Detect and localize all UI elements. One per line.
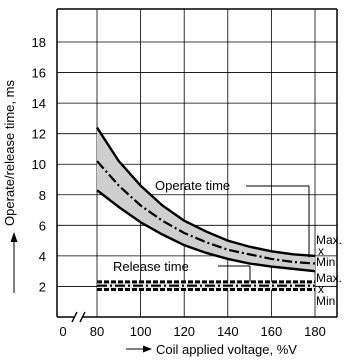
y-axis-arrow-head [10,232,18,242]
y-tick-label: 12 [32,127,46,142]
release-x-marker: x [318,282,324,296]
series-line-1 [96,160,316,265]
axis-titles: Operate/release time, ms Coil applied vo… [2,80,297,357]
series-line-0 [95,126,316,258]
operate-max-marker: Max. [316,233,342,247]
x-tick-label: 80 [90,324,104,339]
x-axis-arrow-head [143,345,152,353]
release-min-marker: Min. [316,294,339,308]
y-tick-label: 16 [32,66,46,81]
y-tick-label: 6 [39,218,46,233]
x-tick-label: 120 [173,324,195,339]
release-max-marker: Max. [316,271,342,285]
operate-time-label: Operate time [155,178,230,193]
x-tick-label: 160 [261,324,283,339]
y-tick-label: 4 [39,249,46,264]
y-axis-title: Operate/release time, ms [2,80,17,226]
x-tick-label: 100 [130,324,152,339]
y-tick-label: 14 [32,96,46,111]
x-tick-label: 180 [304,324,326,339]
operate-x-marker: x [318,244,324,258]
y-tick-label: 2 [39,279,46,294]
series-line-2 [96,189,316,273]
y-tick-label: 8 [39,188,46,203]
x-axis-title: Coil applied voltage, %V [156,342,297,357]
operate-time-band-fill [97,127,315,272]
x-tick-label: 0 [59,324,66,339]
operate-min-marker: Min. [316,255,339,269]
x-tick-label: 140 [217,324,239,339]
release-time-label: Release time [113,259,189,274]
axis-break-mark [71,311,78,323]
y-tick-label: 18 [32,35,46,50]
y-tick-label: 10 [32,157,46,172]
plot-frame [56,8,338,323]
axis-break-mark [79,311,86,323]
series-lines [95,126,316,291]
annotations: Operate time Release time Max. x Min. Ma… [113,178,342,308]
